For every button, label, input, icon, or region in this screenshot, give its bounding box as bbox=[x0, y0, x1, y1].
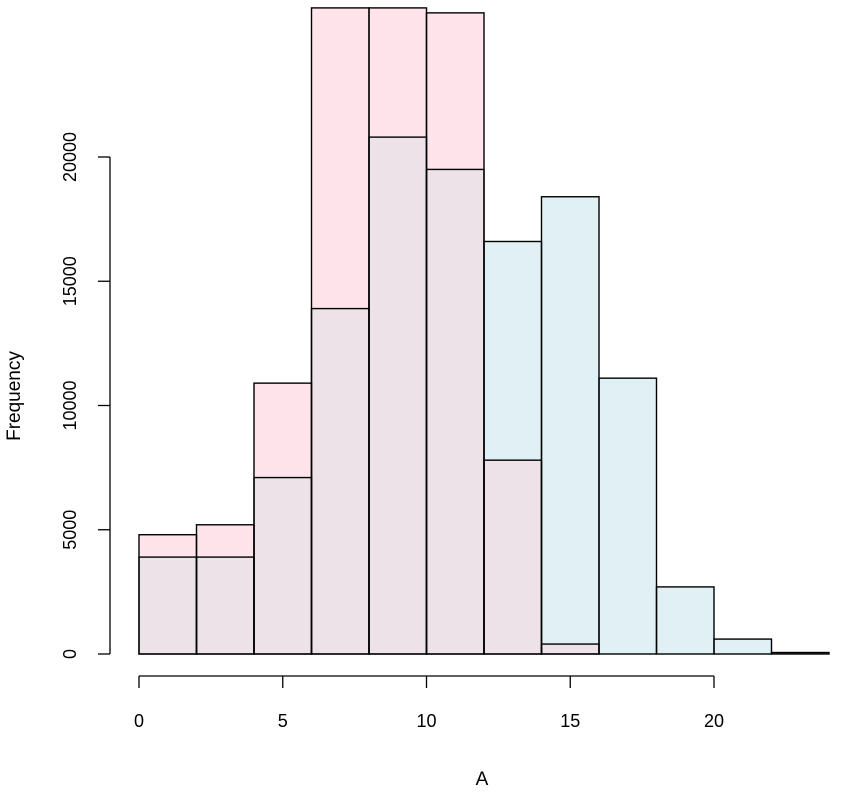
bar-outline bbox=[598, 377, 658, 655]
overlap-bar bbox=[254, 477, 312, 654]
bar-outlines bbox=[138, 7, 830, 655]
y-tick-label: 5000 bbox=[60, 510, 80, 550]
y-axis: 0 5000 10000 15000 20000 bbox=[60, 132, 111, 659]
overlap-bars bbox=[139, 137, 599, 655]
histogram-bar bbox=[656, 586, 714, 654]
overlap-bar bbox=[369, 137, 427, 654]
x-tick-label: 5 bbox=[278, 711, 288, 731]
histogram-bar bbox=[714, 639, 772, 654]
x-tick-label: 10 bbox=[416, 711, 436, 731]
x-tick-label: 20 bbox=[704, 711, 724, 731]
overlap-bar bbox=[139, 557, 197, 654]
x-axis: 0 5 10 15 20 bbox=[134, 675, 724, 731]
histogram-bar bbox=[771, 652, 829, 654]
histogram-bar bbox=[599, 378, 657, 654]
y-tick-label: 20000 bbox=[60, 132, 80, 182]
overlap-bar bbox=[311, 308, 369, 654]
y-axis-title: Frequency bbox=[4, 351, 25, 441]
y-tick-label: 10000 bbox=[60, 380, 80, 430]
bar-outline bbox=[655, 586, 715, 655]
x-tick-label: 0 bbox=[134, 711, 144, 731]
y-tick-label: 0 bbox=[60, 649, 80, 659]
y-tick-label: 15000 bbox=[60, 256, 80, 306]
bar-outline bbox=[713, 638, 773, 655]
overlap-bar bbox=[426, 169, 484, 655]
overlap-bar bbox=[484, 460, 542, 654]
bar-outline bbox=[770, 651, 830, 655]
overlap-bar bbox=[196, 557, 254, 654]
x-axis-title: A bbox=[476, 769, 489, 790]
overlap-bar bbox=[541, 644, 599, 654]
x-tick-label: 15 bbox=[560, 711, 580, 731]
histogram-bar bbox=[541, 196, 599, 654]
